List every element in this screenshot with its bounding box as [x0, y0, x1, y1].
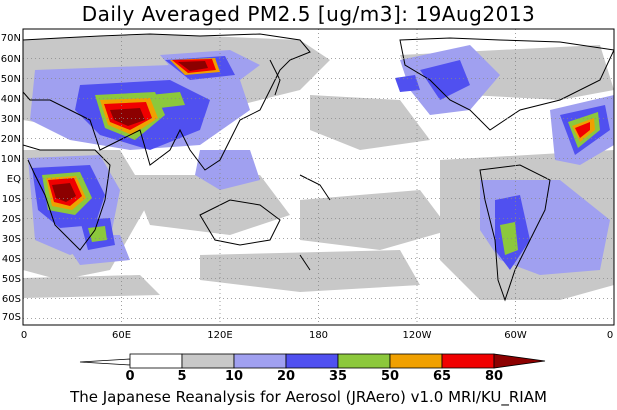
- colorbar-cell-8: [493, 353, 546, 369]
- colorbar-cell-2: [181, 353, 235, 369]
- colorbar-cell-6: [389, 353, 443, 369]
- lat-label: 30N: [1, 114, 21, 125]
- colorbar-cell-0: [79, 358, 131, 366]
- colorbar-tick: 65: [433, 369, 451, 384]
- lon-label: 120W: [403, 330, 432, 341]
- lon-label: 180: [309, 330, 328, 341]
- lat-label: 60S: [2, 294, 21, 305]
- lat-label: 50S: [2, 274, 21, 285]
- colorbar-cell-4: [285, 353, 339, 369]
- lon-label: 60W: [504, 330, 527, 341]
- colorbar-cell-7: [441, 353, 495, 369]
- lon-label: 0: [21, 330, 27, 341]
- colorbar-tick: 10: [225, 369, 243, 384]
- lat-label: 60N: [1, 54, 21, 65]
- map-frame: [22, 28, 615, 326]
- lat-label: 10N: [1, 154, 21, 165]
- colorbar-tick: 5: [177, 369, 186, 384]
- lat-label: 10S: [2, 194, 21, 205]
- longitude-labels: 0 60E 120E 180 120W 60W 0: [21, 330, 613, 341]
- gridlines: [23, 29, 614, 325]
- colorbar-cell-5: [337, 353, 391, 369]
- lon-label: 0: [607, 330, 613, 341]
- pm25-field: [23, 34, 614, 300]
- colorbar-tick: 50: [381, 369, 399, 384]
- colorbar-cell-3: [233, 353, 287, 369]
- colorbar-tick: 80: [485, 369, 503, 384]
- lat-label: 20N: [1, 134, 21, 145]
- lon-label: 120E: [207, 330, 232, 341]
- lat-label: 40N: [1, 94, 21, 105]
- lat-label: 40S: [2, 254, 21, 265]
- coastlines: [23, 33, 614, 302]
- lat-label: 30S: [2, 234, 21, 245]
- colorbar-tick: 35: [329, 369, 347, 384]
- latitude-labels: 70N 60N 50N 40N 30N 20N 10N EQ 10S 20S 3…: [1, 33, 21, 323]
- colorbar-ticks: 0 5 10 20 35 50 65 80: [125, 369, 503, 384]
- footer-credit: The Japanese Reanalysis for Aerosol (JRA…: [70, 388, 547, 406]
- lat-label: 70S: [2, 312, 21, 323]
- map-title: Daily Averaged PM2.5 [ug/m3]: 19Aug2013: [81, 2, 536, 26]
- lat-label: 50N: [1, 74, 21, 85]
- lat-label: 70N: [1, 33, 21, 44]
- colorbar-cell-1: [129, 353, 183, 369]
- lat-label: EQ: [7, 174, 21, 185]
- colorbar: [79, 353, 546, 369]
- lon-label: 60E: [112, 330, 131, 341]
- colorbar-tick: 20: [277, 369, 295, 384]
- colorbar-tick: 0: [125, 369, 134, 384]
- lat-label: 20S: [2, 214, 21, 225]
